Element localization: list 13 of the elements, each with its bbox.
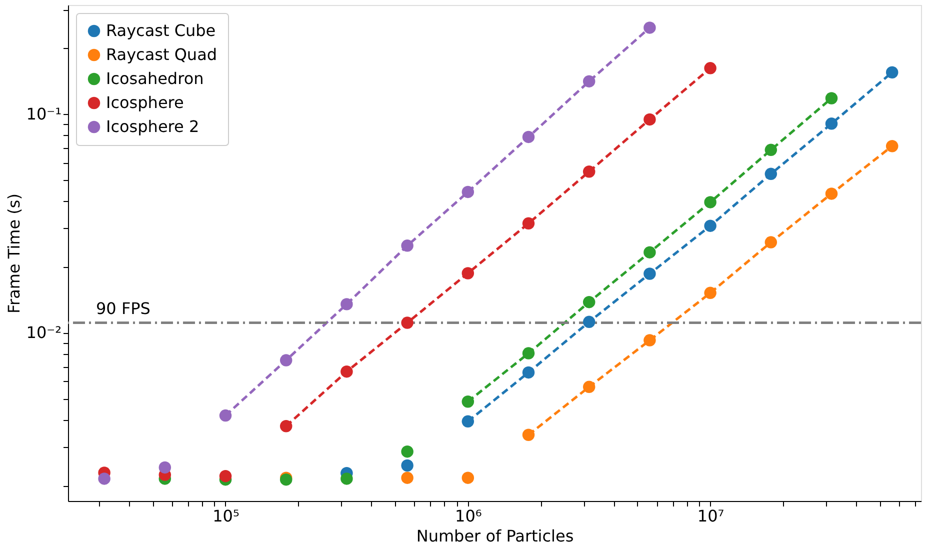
ref-line-label: 90 FPS — [96, 298, 150, 318]
y-tick-label: 10⁻¹ — [26, 104, 62, 124]
x-tick-label: 10⁶ — [455, 506, 482, 526]
y-tick-label: 10⁻² — [26, 323, 62, 342]
legend-label: Icosphere 2 — [106, 117, 200, 136]
x-axis-title: Number of Particles — [416, 526, 574, 546]
legend-label: Raycast Cube — [106, 21, 216, 40]
legend-label: Raycast Quad — [106, 45, 218, 64]
legend-label: Icosahedron — [106, 69, 204, 88]
x-tick-label: 10⁵ — [212, 506, 240, 526]
x-tick-label: 10⁷ — [697, 506, 724, 526]
y-axis-title: Frame Time (s) — [4, 194, 24, 314]
legend-label: Icosphere — [106, 93, 184, 112]
